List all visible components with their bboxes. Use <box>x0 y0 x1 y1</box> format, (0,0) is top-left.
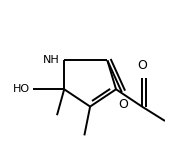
Text: NH: NH <box>43 55 60 66</box>
Text: O: O <box>118 98 128 111</box>
Text: O: O <box>137 59 147 72</box>
Text: HO: HO <box>12 84 30 94</box>
